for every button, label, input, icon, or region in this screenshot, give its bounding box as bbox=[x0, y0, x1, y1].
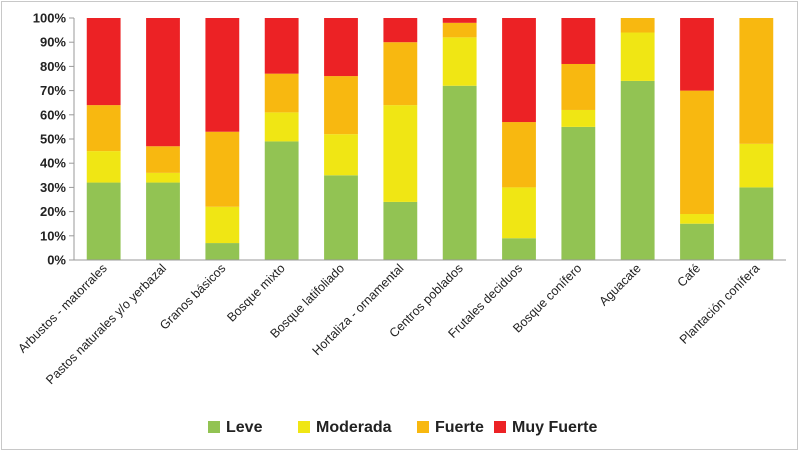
bar-segment bbox=[442, 22, 477, 38]
bar-segment bbox=[680, 18, 714, 91]
y-tick-label: 80% bbox=[40, 59, 66, 74]
y-tick-label: 60% bbox=[40, 107, 66, 122]
bar-segment bbox=[324, 76, 358, 135]
bar-segment bbox=[264, 112, 299, 142]
bar-segment bbox=[324, 18, 358, 77]
legend-swatch bbox=[494, 421, 506, 433]
bar-segment bbox=[146, 182, 180, 260]
y-tick-label: 30% bbox=[40, 180, 66, 195]
bar-segment bbox=[383, 18, 418, 43]
bar-segment bbox=[324, 175, 358, 260]
bar-segment bbox=[205, 206, 240, 244]
y-tick-label: 40% bbox=[40, 156, 66, 171]
legend-label: Leve bbox=[226, 419, 263, 436]
bar-segment bbox=[680, 214, 714, 224]
y-tick-label: 10% bbox=[40, 228, 66, 243]
bar-segment bbox=[264, 73, 299, 113]
bar-segment bbox=[561, 109, 596, 127]
bar-segment bbox=[264, 141, 299, 260]
x-tick-label: Aguacate bbox=[597, 261, 644, 308]
bar-segment bbox=[442, 85, 477, 260]
bar-segment bbox=[502, 122, 536, 188]
y-tick-label: 20% bbox=[40, 204, 66, 219]
bar-segment bbox=[205, 243, 240, 260]
bar-segment bbox=[442, 18, 477, 23]
bar-segment bbox=[86, 18, 121, 106]
y-tick-label: 50% bbox=[40, 132, 66, 147]
bar-segment bbox=[442, 37, 477, 86]
bar-segment bbox=[620, 80, 655, 260]
bar-segment bbox=[86, 182, 121, 260]
bar-segment bbox=[502, 238, 536, 260]
legend-label: Moderada bbox=[316, 419, 392, 436]
bar-segment bbox=[86, 151, 121, 183]
x-tick-label: Bosque mixto bbox=[224, 261, 287, 324]
bar-segment bbox=[620, 18, 655, 33]
x-tick-label: Pastos naturales y/o yerbazal bbox=[43, 261, 169, 387]
bar-segment bbox=[205, 131, 240, 207]
bar-segment bbox=[739, 143, 774, 188]
bar-segment bbox=[680, 223, 714, 260]
bar-segment bbox=[561, 18, 596, 64]
bar-segment bbox=[324, 134, 358, 176]
bar-segment bbox=[205, 18, 240, 132]
bar-segment bbox=[146, 146, 180, 173]
legend-swatch bbox=[298, 421, 310, 433]
bar-segment bbox=[680, 90, 714, 215]
bar-segment bbox=[383, 201, 418, 260]
bar-segment bbox=[502, 18, 536, 123]
legend-swatch bbox=[417, 421, 429, 433]
bar-segment bbox=[561, 126, 596, 261]
y-tick-label: 90% bbox=[40, 35, 66, 50]
bar-segment bbox=[620, 32, 655, 81]
bar-segment bbox=[264, 18, 299, 74]
bar-segment bbox=[739, 18, 774, 144]
bar-segment bbox=[383, 105, 418, 202]
bar-segment bbox=[502, 187, 536, 239]
y-tick-label: 70% bbox=[40, 83, 66, 98]
y-tick-label: 0% bbox=[47, 253, 66, 268]
bar-segment bbox=[561, 63, 596, 110]
legend-label: Muy Fuerte bbox=[512, 419, 597, 436]
bar-segment bbox=[146, 18, 180, 147]
bar-segment bbox=[383, 42, 418, 106]
x-tick-label: Café bbox=[675, 261, 704, 290]
bar-segment bbox=[86, 105, 121, 152]
legend-label: Fuerte bbox=[435, 419, 484, 436]
legend-swatch bbox=[208, 421, 220, 433]
bar-segment bbox=[146, 172, 180, 183]
bar-segment bbox=[739, 187, 774, 260]
y-tick-label: 100% bbox=[33, 11, 67, 26]
